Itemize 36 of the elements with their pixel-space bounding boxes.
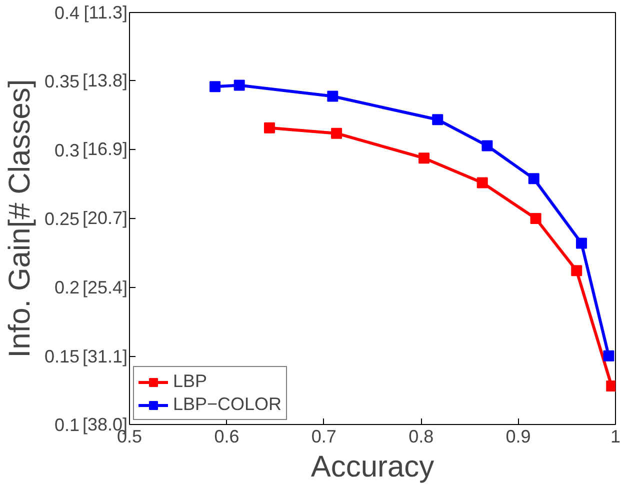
x-tick-label: 0.7 [311,426,336,446]
y2-tick-label: [25.4] [82,278,128,298]
y2-tick-label: [11.3] [84,2,128,22]
point [331,128,342,139]
point [210,81,221,92]
point [530,213,542,224]
point [476,177,488,188]
point [571,265,582,276]
y2-tick-label: [16.9] [82,139,128,160]
point [482,140,493,152]
legend-label: LBP [173,371,208,392]
y-tick-label: 0.3 [54,140,80,160]
y-axis-title: Info. Gain[# Classes] [3,79,36,358]
y-tick-label: 0.4 [54,3,80,23]
point [528,173,540,184]
x-tick-label: 0.9 [506,426,531,446]
y2-tick-label: [31.1] [82,346,128,366]
point [327,90,338,102]
legend-label: LBP−COLOR [173,394,282,415]
point [603,350,614,362]
y2-tick-label: [20.7] [82,208,128,228]
point [576,238,587,249]
x-tick-label: 1 [610,426,621,446]
x-tick-label: 0.6 [214,426,240,446]
point [264,122,275,134]
point [234,80,245,91]
y2-tick-label: [13.8] [82,70,128,90]
y-tick-label: 0.1 [54,415,80,435]
point [418,152,430,164]
x-tick-label: 0.8 [408,426,434,446]
y-tick-label: 0.15 [44,346,80,366]
x-axis-title: Accuracy [310,450,434,484]
y-tick-label: 0.25 [44,209,80,229]
point [432,114,444,126]
y-tick-label: 0.35 [44,72,80,92]
y-tick-label: 0.2 [54,278,80,298]
